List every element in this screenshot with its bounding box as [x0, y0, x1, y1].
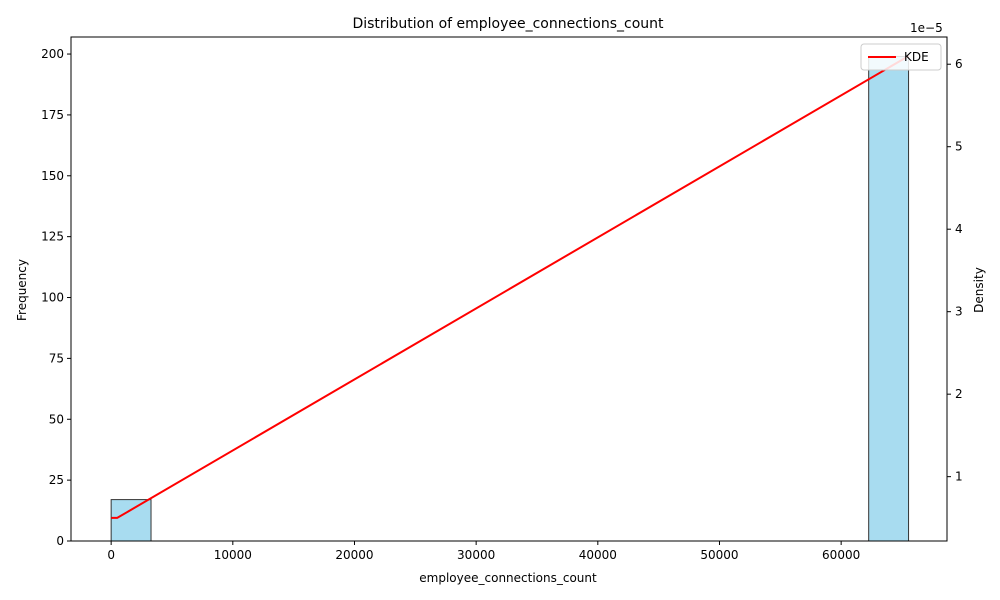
y2-tick-label: 1: [955, 470, 963, 484]
y2-tick-label: 2: [955, 387, 963, 401]
y-tick-label: 175: [41, 108, 64, 122]
histogram-bar-0: [110, 499, 152, 542]
y-tick-label: 125: [41, 230, 64, 244]
kde-line: [111, 55, 910, 519]
y2-axis-multiplier: 1e−5: [910, 21, 943, 35]
y-tick-label: 150: [41, 169, 64, 183]
axes-frame: [70, 36, 948, 542]
y-tick-label: 0: [56, 534, 64, 548]
y2-tick-label: 6: [955, 57, 963, 71]
y2-tick-label: 3: [955, 305, 963, 319]
y2-tick-label: 4: [955, 222, 963, 236]
x-tick-label: 40000: [579, 548, 617, 562]
y-tick-label: 100: [41, 291, 64, 305]
y-tick-label: 75: [49, 351, 64, 365]
legend-kde-label: KDE: [904, 50, 929, 64]
y-tick-label: 200: [41, 47, 64, 61]
legend-box: [860, 43, 942, 71]
histogram-bars: [110, 55, 910, 542]
y2-axis-ticks: 1 2 3 4 5 6: [947, 57, 963, 484]
y2-tick-label: 5: [955, 140, 963, 154]
x-tick-label: 60000: [822, 548, 860, 562]
chart-title: Distribution of employee_connections_cou…: [352, 16, 664, 32]
y-tick-label: 25: [49, 473, 64, 487]
y2-axis-label: Density: [972, 267, 986, 313]
x-tick-label: 30000: [457, 548, 495, 562]
x-tick-label: 50000: [700, 548, 738, 562]
x-tick-label: 0: [107, 548, 115, 562]
x-tick-label: 20000: [335, 548, 373, 562]
x-tick-label: 10000: [214, 548, 252, 562]
y-axis-label: Frequency: [15, 259, 29, 321]
y-axis-ticks: 0 25 50 75 100 125 150 175 200: [41, 47, 71, 548]
legend: KDE: [860, 43, 942, 71]
x-axis-label: employee_connections_count: [419, 571, 597, 585]
histogram-bar-1: [868, 55, 910, 542]
kde-series: [111, 55, 910, 519]
x-axis-ticks: 0 10000 20000 30000 40000 50000 60000: [107, 541, 860, 562]
y-tick-label: 50: [49, 412, 64, 426]
